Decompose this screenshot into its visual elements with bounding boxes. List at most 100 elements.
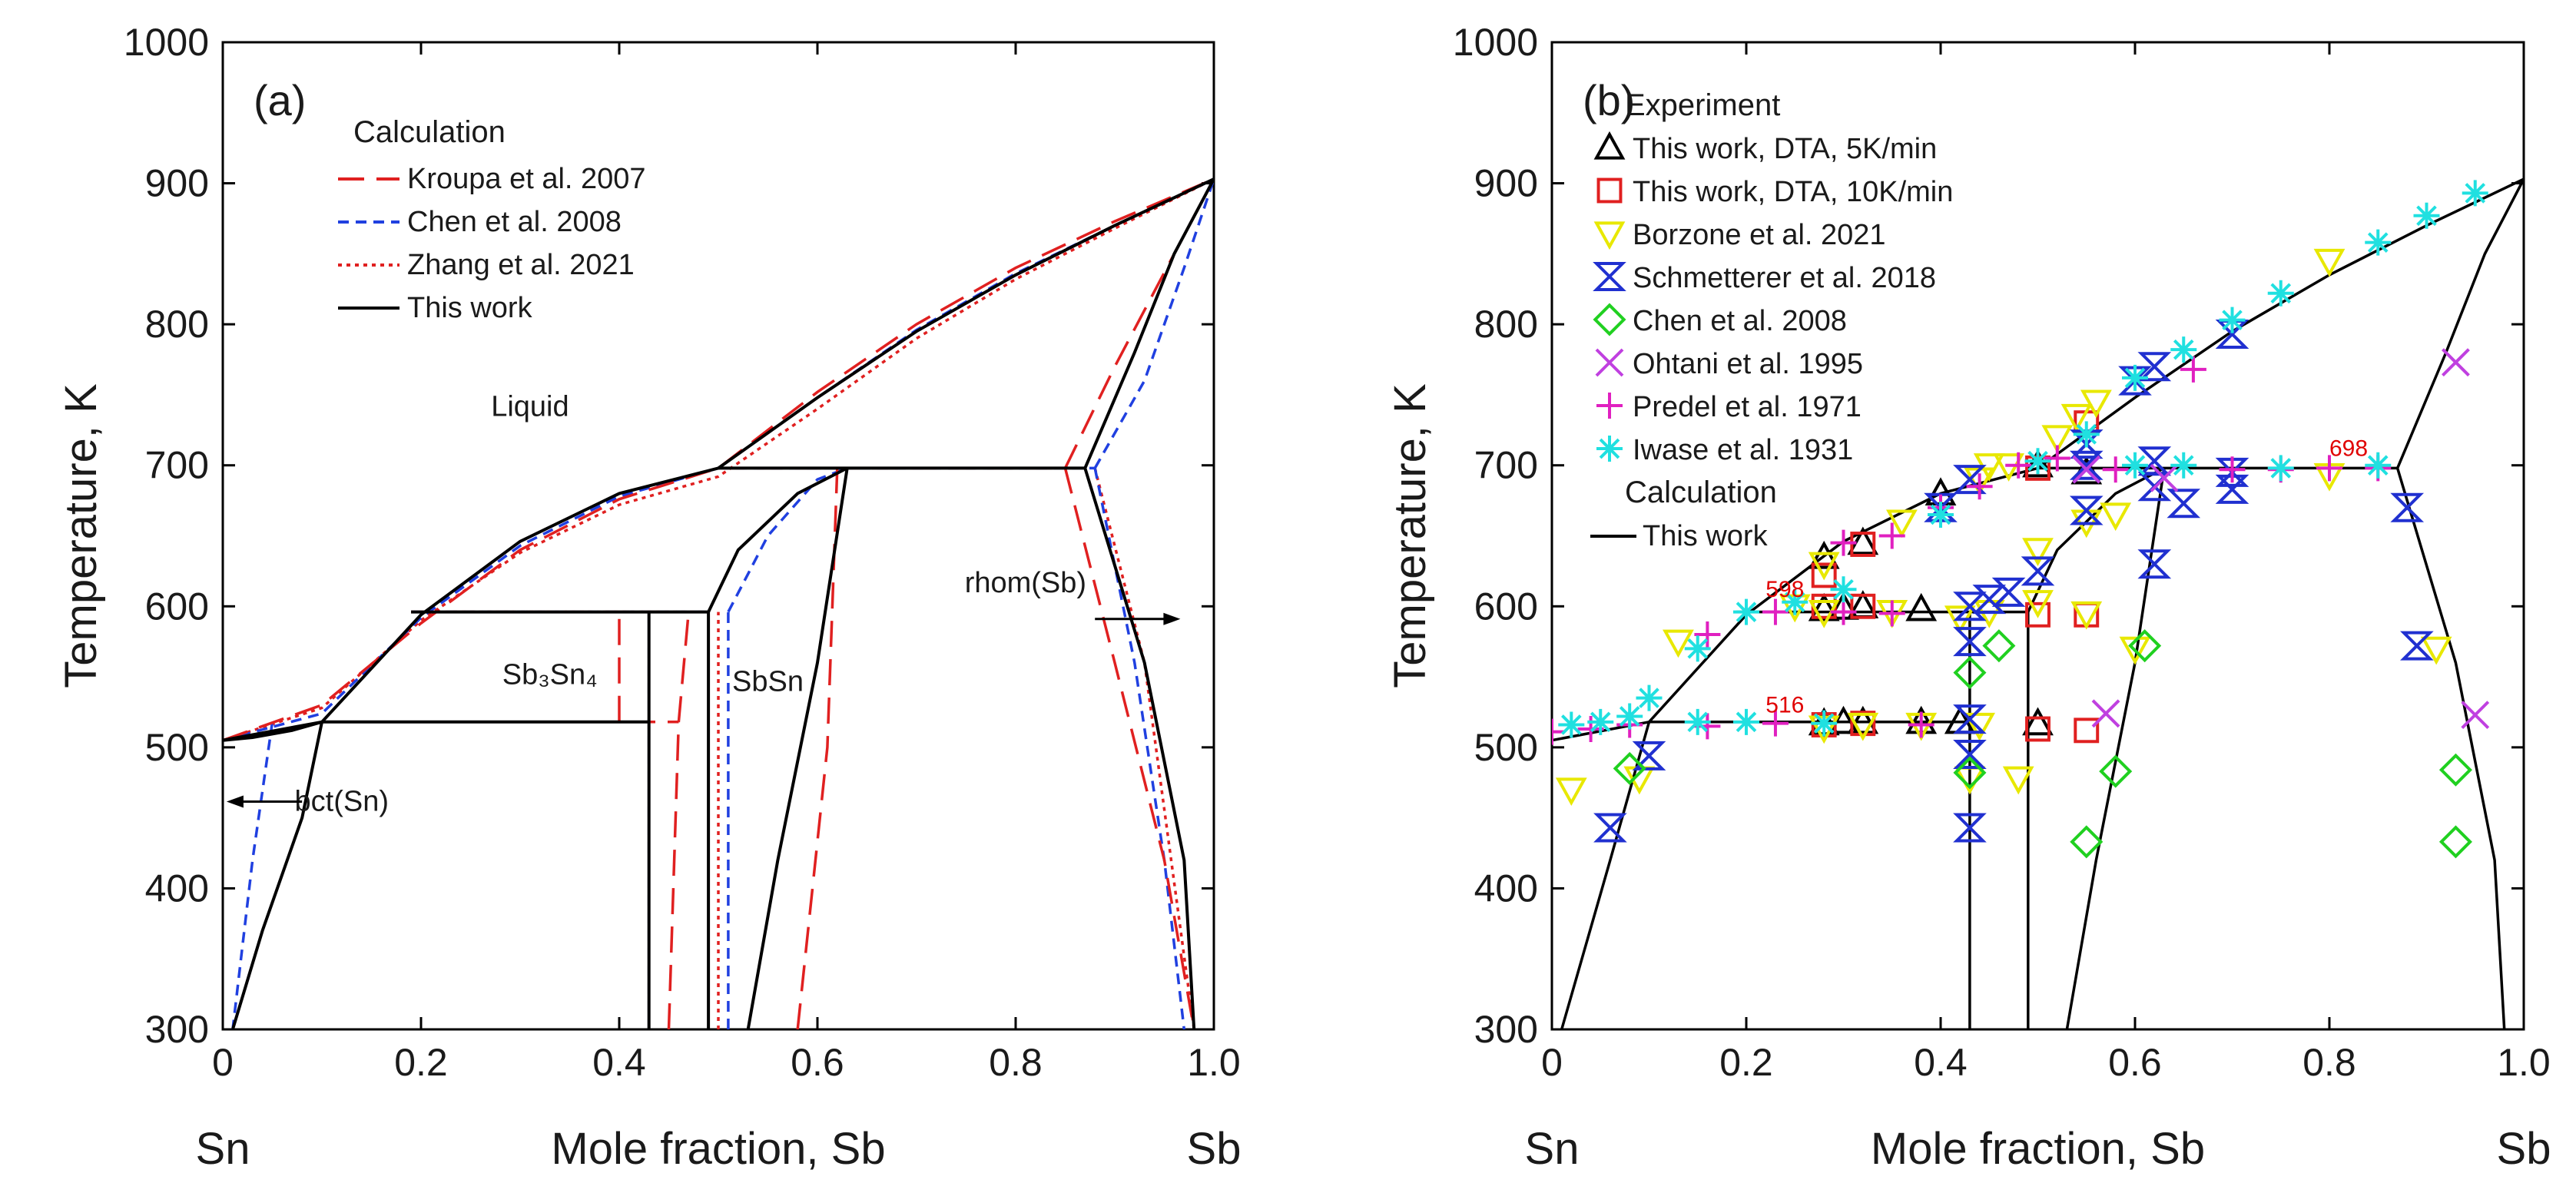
legend-entry: Chen et al. 2008 — [407, 206, 622, 238]
data-point — [2219, 307, 2246, 333]
data-point — [1811, 562, 1837, 588]
data-point — [2074, 717, 2100, 744]
data-point — [2002, 766, 2034, 795]
x-tick-label: 0.4 — [592, 1041, 646, 1084]
legend-entry: Borzone et al. 2021 — [1633, 219, 1886, 251]
data-point — [2024, 448, 2051, 475]
data-point — [2080, 389, 2112, 419]
data-point — [1972, 585, 2007, 615]
x-tick-label: 0 — [212, 1041, 234, 1084]
data-point — [1733, 708, 1759, 735]
data-point — [1953, 756, 1987, 790]
plot-frame — [1550, 41, 2525, 1031]
data-point — [2102, 456, 2129, 483]
region-label: SbSn — [732, 665, 804, 698]
data-point — [1636, 684, 1663, 711]
data-point — [2070, 825, 2104, 859]
data-point — [2267, 280, 2294, 307]
phase-boundary-line — [796, 468, 839, 1029]
region-label: bct(Sn) — [295, 785, 389, 817]
phase-boundary-line — [1083, 178, 1214, 469]
legend-marker — [1596, 177, 1623, 204]
phase-boundary-line — [2065, 468, 2166, 1029]
data-point — [1982, 629, 2016, 663]
rhom-arrow-head — [1163, 612, 1181, 625]
panel-label: (a) — [254, 76, 306, 124]
series-chen-et-al-2008 — [1613, 629, 2472, 859]
phase-boundary-line — [223, 177, 1214, 742]
plot-area — [223, 177, 1214, 1029]
data-point — [2119, 636, 2151, 665]
legend-entry: Chen et al. 2008 — [1633, 305, 1847, 337]
legend-entry: Kroupa et al. 2007 — [407, 163, 646, 195]
data-point — [2041, 425, 2074, 454]
data-point — [1684, 708, 1711, 735]
value-annotation: 698 — [2329, 436, 2368, 461]
series-this-work — [223, 177, 1214, 1029]
data-point — [2180, 356, 2206, 383]
y-tick-label: 800 — [1474, 303, 1538, 346]
y-tick-label: 700 — [145, 444, 209, 487]
y-tick-label: 600 — [1474, 585, 1538, 628]
data-point — [2461, 701, 2490, 730]
data-point — [2267, 455, 2294, 482]
data-point — [2365, 229, 2392, 256]
x-tick-label: 0.2 — [1719, 1041, 1773, 1084]
x-tick-label: 0.4 — [1914, 1041, 1968, 1084]
data-point — [2122, 364, 2148, 391]
legend-marker — [1593, 303, 1626, 336]
data-point — [1908, 711, 1934, 738]
value-annotation: 516 — [1765, 692, 1804, 717]
data-point — [2073, 421, 2100, 448]
legend-entry: Zhang et al. 2021 — [407, 249, 635, 281]
data-point — [1966, 473, 1993, 500]
data-point — [2137, 352, 2172, 382]
y-tick-label: 400 — [145, 867, 209, 910]
legend-entry: Iwase et al. 1931 — [1633, 434, 1853, 466]
data-point — [2022, 538, 2054, 566]
data-point — [1928, 501, 1954, 528]
phase-boundary-line — [230, 721, 323, 1029]
plot-frame — [221, 41, 1215, 1031]
data-point — [1828, 705, 1859, 734]
legend-marker — [1593, 262, 1626, 291]
value-annotation: 598 — [1765, 577, 1804, 602]
data-point — [2072, 455, 2101, 484]
data-point — [2442, 348, 2470, 377]
data-point — [1953, 704, 1987, 734]
data-point — [2313, 248, 2346, 277]
data-point — [1847, 705, 1879, 734]
data-point — [1733, 598, 1759, 625]
data-point — [2316, 455, 2342, 482]
region-label: rhom(Sb) — [965, 567, 1086, 599]
legend-marker — [1596, 436, 1623, 462]
phase-boundary-line — [667, 611, 691, 1029]
data-point — [2100, 502, 2132, 532]
data-point — [2060, 403, 2093, 432]
y-tick-label: 900 — [145, 162, 209, 205]
data-point — [1953, 465, 1987, 495]
region-label: Sb₃Sn₄ — [502, 658, 598, 691]
data-point — [1808, 592, 1840, 621]
data-point — [1808, 552, 1840, 581]
data-point — [1762, 710, 1789, 737]
data-point — [1878, 600, 1905, 627]
y-tick-label: 900 — [1474, 162, 1538, 205]
phase-boundary-line — [1093, 178, 1214, 469]
x-end-label-sn: Sn — [196, 1124, 250, 1174]
legend-title-calculation: Calculation — [1625, 476, 1777, 509]
data-point — [2438, 753, 2472, 787]
legend-title-experiment: Experiment — [1625, 88, 1780, 122]
data-point — [2005, 452, 2032, 479]
data-point — [2420, 636, 2452, 665]
y-tick-label: 800 — [145, 303, 209, 346]
data-point — [2413, 202, 2440, 229]
data-point — [2044, 445, 2070, 472]
data-point — [1830, 529, 1857, 556]
x-end-label-sb: Sb — [2497, 1124, 2551, 1174]
data-point — [2215, 457, 2249, 487]
data-point — [2365, 452, 2392, 479]
x-tick-label: 0.2 — [394, 1041, 448, 1084]
phase-boundary-line — [223, 177, 1214, 742]
